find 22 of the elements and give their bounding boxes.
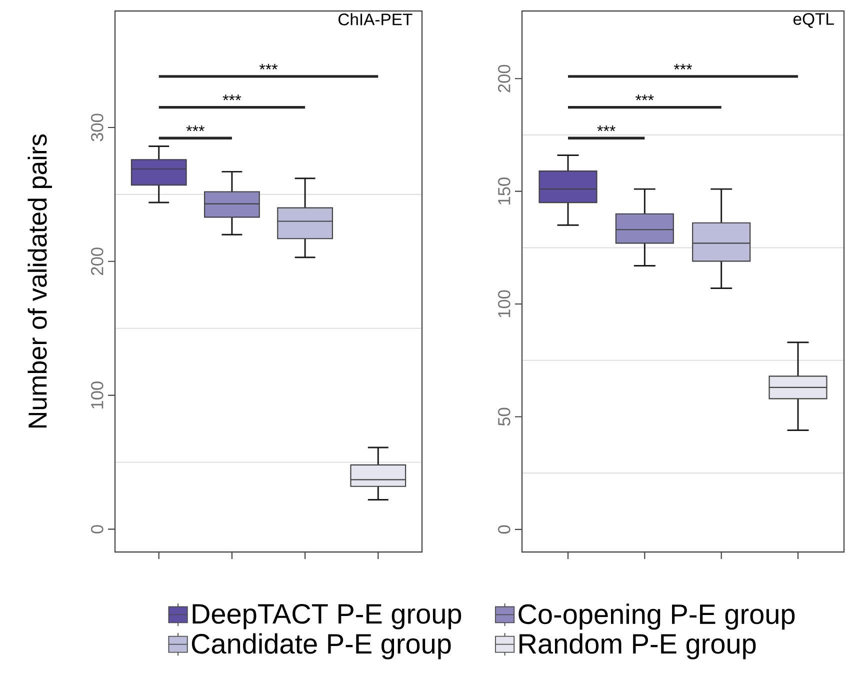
annotation: ***: [259, 64, 278, 70]
y-tick-label: 150: [498, 178, 510, 204]
legend-label: Candidate P-E group: [192, 633, 451, 660]
y-tick-label: 100: [498, 290, 510, 318]
legend-label: Co-opening P-E group: [518, 604, 795, 630]
annotation: ***: [636, 94, 654, 100]
annotation: ***: [674, 64, 692, 70]
y-tick-label: 0: [91, 525, 104, 534]
y-tick-label: 100: [91, 382, 104, 408]
annotation: ***: [186, 126, 204, 132]
legend-label: DeepTACT P-E group: [192, 604, 462, 630]
y-axis-title: Number of validated pairs: [28, 134, 52, 428]
annotation: ***: [597, 126, 616, 132]
chart-title: ChIA-PET: [338, 13, 412, 26]
y-tick-label: 200: [498, 64, 510, 92]
annotation: ***: [222, 94, 242, 100]
chart-title: eQTL: [793, 13, 834, 28]
y-tick-label: 0: [498, 525, 510, 534]
y-tick-label: 200: [91, 248, 104, 275]
y-tick-label: 50: [498, 408, 510, 426]
legend-label: Random P-E group: [520, 633, 756, 660]
y-tick-label: 300: [91, 114, 104, 142]
